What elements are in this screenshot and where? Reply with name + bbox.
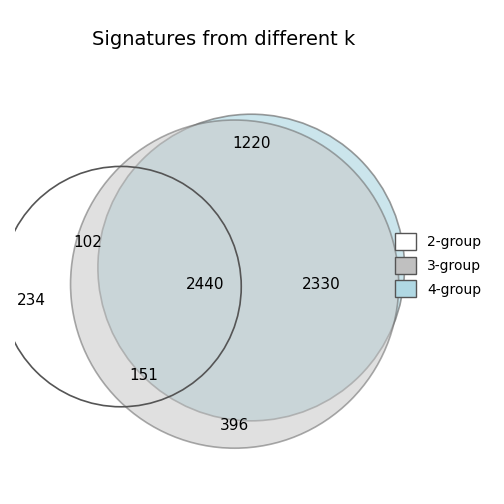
Legend: 2-group, 3-group, 4-group: 2-group, 3-group, 4-group xyxy=(390,227,487,303)
Text: 1220: 1220 xyxy=(232,136,271,151)
Title: Signatures from different k: Signatures from different k xyxy=(92,30,355,49)
Text: 2440: 2440 xyxy=(186,277,225,292)
Circle shape xyxy=(71,120,399,448)
Circle shape xyxy=(98,114,405,421)
Text: 2330: 2330 xyxy=(302,277,341,292)
Text: 234: 234 xyxy=(17,293,46,308)
Text: 396: 396 xyxy=(220,417,249,432)
Text: 151: 151 xyxy=(129,368,158,383)
Text: 102: 102 xyxy=(74,235,102,250)
